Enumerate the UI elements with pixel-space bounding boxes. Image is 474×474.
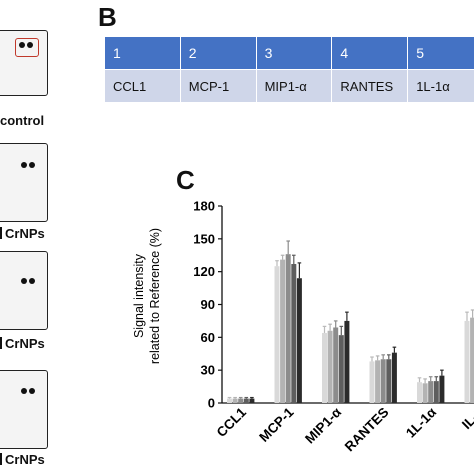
x-tick-label: MCP-1 [256, 404, 297, 445]
bar [386, 359, 392, 403]
bar [428, 381, 434, 403]
panel-letter-b: B [98, 2, 117, 32]
table-row: CCL1 MCP-1 MIP1-α RANTES 1L-1α [104, 69, 474, 103]
bar [375, 360, 381, 403]
x-tick-label: RANTES [342, 405, 392, 455]
x-tick-label: IL-8 [459, 404, 474, 432]
y-tick-label: 150 [193, 231, 215, 246]
reference-spot-highlight [15, 38, 39, 57]
blot-label-crnps-2: CrNPs [0, 336, 45, 351]
y-tick-label: 30 [201, 363, 215, 378]
reference-spots [19, 42, 35, 48]
cytokine-index-table: 1 2 3 4 5 CCL1 MCP-1 MIP1-α RANTES 1L-1α [104, 36, 474, 103]
y-tick-label: 90 [201, 297, 215, 312]
blot-membrane-crnps-3 [0, 370, 48, 449]
bar [274, 266, 280, 403]
y-tick-label: 120 [193, 264, 215, 279]
bar [232, 398, 238, 403]
table-cell-cytokine: MCP-1 [179, 69, 257, 103]
bar [464, 320, 470, 403]
bar [285, 254, 291, 403]
table-cell-number: 1 [104, 36, 181, 70]
table-cell-number: 3 [255, 36, 333, 70]
y-tick-label: 180 [193, 199, 215, 214]
bar [296, 278, 302, 403]
bar [439, 375, 445, 403]
reference-spots [21, 162, 37, 168]
x-tick-label: CCL1 [214, 404, 250, 440]
table-cell-cytokine: RANTES [331, 69, 409, 103]
bar [338, 335, 344, 403]
bar [238, 398, 244, 403]
table-cell-cytokine: 1L-1α [407, 69, 474, 103]
blot-label-control: control [0, 113, 45, 128]
bar [391, 352, 397, 403]
blot-membrane-crnps-1 [0, 143, 48, 222]
bar [433, 381, 439, 403]
y-tick-label: 60 [201, 330, 215, 345]
bar [422, 383, 428, 403]
bar [333, 327, 339, 403]
bar [470, 317, 474, 403]
blot-label-crnps-1: CrNPs [0, 226, 45, 241]
blot-membrane-crnps-2 [0, 251, 48, 330]
bar [227, 398, 232, 403]
bar [344, 320, 350, 403]
bar [291, 264, 297, 403]
table-cell-cytokine: MIP1-α [255, 69, 333, 103]
table-cell-cytokine: CCL1 [104, 69, 181, 103]
bar [249, 398, 255, 403]
y-tick-label: 0 [208, 396, 215, 411]
y-axis-label: related to Reference (%) [148, 228, 162, 364]
reference-spots [21, 388, 37, 394]
y-axis-label: Signal intensity [132, 253, 146, 338]
panel-letter-c: C [176, 165, 195, 195]
blot-membrane-control [0, 30, 48, 96]
x-tick-label: 1L-1α [403, 404, 440, 441]
table-header-row: 1 2 3 4 5 [104, 36, 474, 70]
bar [380, 359, 386, 403]
bar [243, 398, 249, 403]
bar [322, 332, 327, 403]
table-cell-number: 5 [407, 36, 474, 70]
reference-spots [21, 278, 37, 284]
blot-label-crnps-3: CrNPs [0, 452, 45, 467]
x-tick-label: MIP1-α [302, 404, 344, 446]
bar [369, 361, 375, 403]
bar [417, 382, 422, 403]
bar [327, 330, 333, 403]
bar [280, 259, 286, 403]
